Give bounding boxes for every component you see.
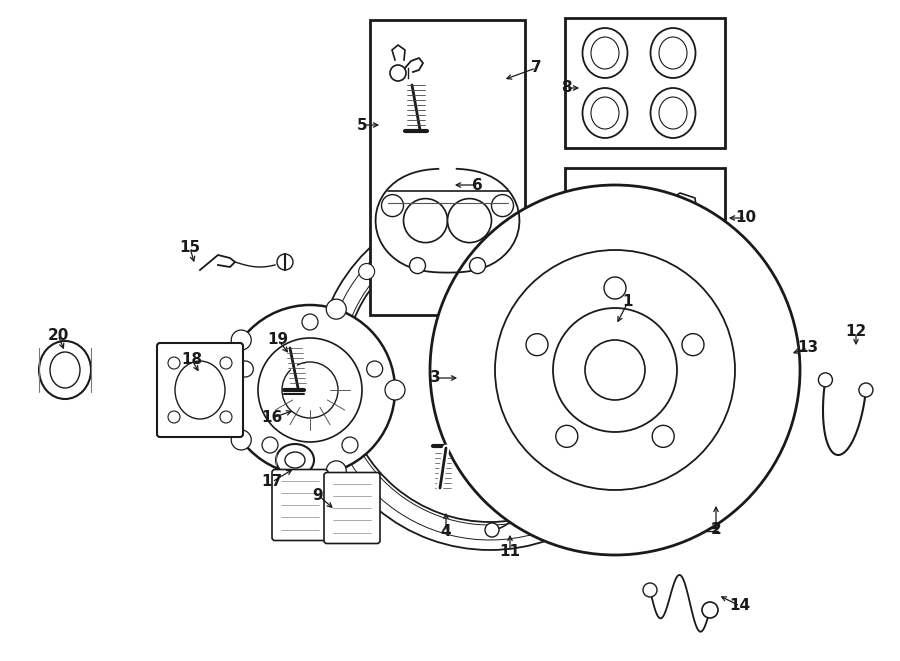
- Text: 13: 13: [797, 340, 819, 356]
- Circle shape: [652, 425, 674, 447]
- Ellipse shape: [651, 28, 696, 78]
- Text: 12: 12: [845, 325, 867, 340]
- Circle shape: [262, 437, 278, 453]
- Circle shape: [531, 465, 541, 475]
- Text: 17: 17: [261, 475, 283, 490]
- Circle shape: [818, 373, 832, 387]
- Ellipse shape: [659, 37, 687, 69]
- Text: 8: 8: [561, 81, 572, 95]
- Circle shape: [231, 330, 251, 350]
- Circle shape: [225, 305, 395, 475]
- Circle shape: [556, 425, 578, 447]
- Ellipse shape: [651, 88, 696, 138]
- Ellipse shape: [591, 97, 619, 129]
- Circle shape: [485, 523, 499, 537]
- Circle shape: [382, 194, 403, 217]
- Circle shape: [168, 357, 180, 369]
- Circle shape: [702, 602, 718, 618]
- Text: 9: 9: [312, 488, 323, 502]
- Ellipse shape: [591, 37, 619, 69]
- FancyBboxPatch shape: [157, 343, 243, 437]
- Circle shape: [410, 258, 426, 274]
- Text: 7: 7: [531, 61, 541, 75]
- Text: 19: 19: [267, 332, 289, 348]
- Circle shape: [277, 254, 293, 270]
- Circle shape: [168, 411, 180, 423]
- Circle shape: [621, 447, 637, 463]
- Text: 20: 20: [48, 327, 68, 342]
- Bar: [370, 20, 525, 315]
- Circle shape: [390, 65, 406, 81]
- Ellipse shape: [582, 28, 627, 78]
- Circle shape: [342, 437, 358, 453]
- Wedge shape: [325, 232, 652, 540]
- Text: 4: 4: [441, 524, 451, 539]
- Circle shape: [430, 185, 800, 555]
- Circle shape: [553, 308, 677, 432]
- Text: 5: 5: [356, 118, 367, 132]
- Circle shape: [343, 447, 358, 463]
- Text: 3: 3: [429, 371, 440, 385]
- Text: 2: 2: [711, 522, 722, 537]
- Circle shape: [643, 583, 657, 597]
- FancyBboxPatch shape: [272, 469, 328, 541]
- Circle shape: [470, 258, 485, 274]
- Text: 11: 11: [500, 545, 520, 559]
- Wedge shape: [315, 200, 665, 550]
- Ellipse shape: [276, 444, 314, 476]
- Circle shape: [859, 383, 873, 397]
- Circle shape: [220, 411, 232, 423]
- Circle shape: [366, 361, 382, 377]
- Circle shape: [491, 194, 514, 217]
- Ellipse shape: [175, 361, 225, 419]
- Circle shape: [585, 340, 645, 400]
- Text: 6: 6: [472, 178, 482, 192]
- Circle shape: [327, 461, 346, 481]
- Text: 14: 14: [729, 598, 751, 613]
- Text: 16: 16: [261, 410, 283, 426]
- Circle shape: [403, 198, 447, 243]
- Circle shape: [327, 299, 346, 319]
- Bar: [565, 168, 725, 278]
- Text: 18: 18: [182, 352, 202, 368]
- Circle shape: [604, 277, 626, 299]
- Circle shape: [385, 380, 405, 400]
- Circle shape: [282, 362, 338, 418]
- Polygon shape: [375, 169, 519, 272]
- Circle shape: [258, 338, 362, 442]
- Circle shape: [302, 314, 318, 330]
- Ellipse shape: [659, 97, 687, 129]
- Ellipse shape: [582, 88, 627, 138]
- Circle shape: [231, 430, 251, 450]
- Circle shape: [495, 250, 735, 490]
- Text: 15: 15: [179, 241, 201, 256]
- Text: 1: 1: [623, 295, 634, 309]
- FancyBboxPatch shape: [324, 473, 380, 543]
- Circle shape: [238, 361, 253, 377]
- Circle shape: [359, 264, 374, 280]
- Circle shape: [220, 357, 232, 369]
- Ellipse shape: [285, 452, 305, 468]
- Ellipse shape: [50, 352, 80, 388]
- Ellipse shape: [39, 341, 91, 399]
- Bar: [565, 18, 725, 148]
- Circle shape: [447, 198, 491, 243]
- Circle shape: [682, 334, 704, 356]
- Circle shape: [526, 334, 548, 356]
- Text: 10: 10: [735, 210, 757, 225]
